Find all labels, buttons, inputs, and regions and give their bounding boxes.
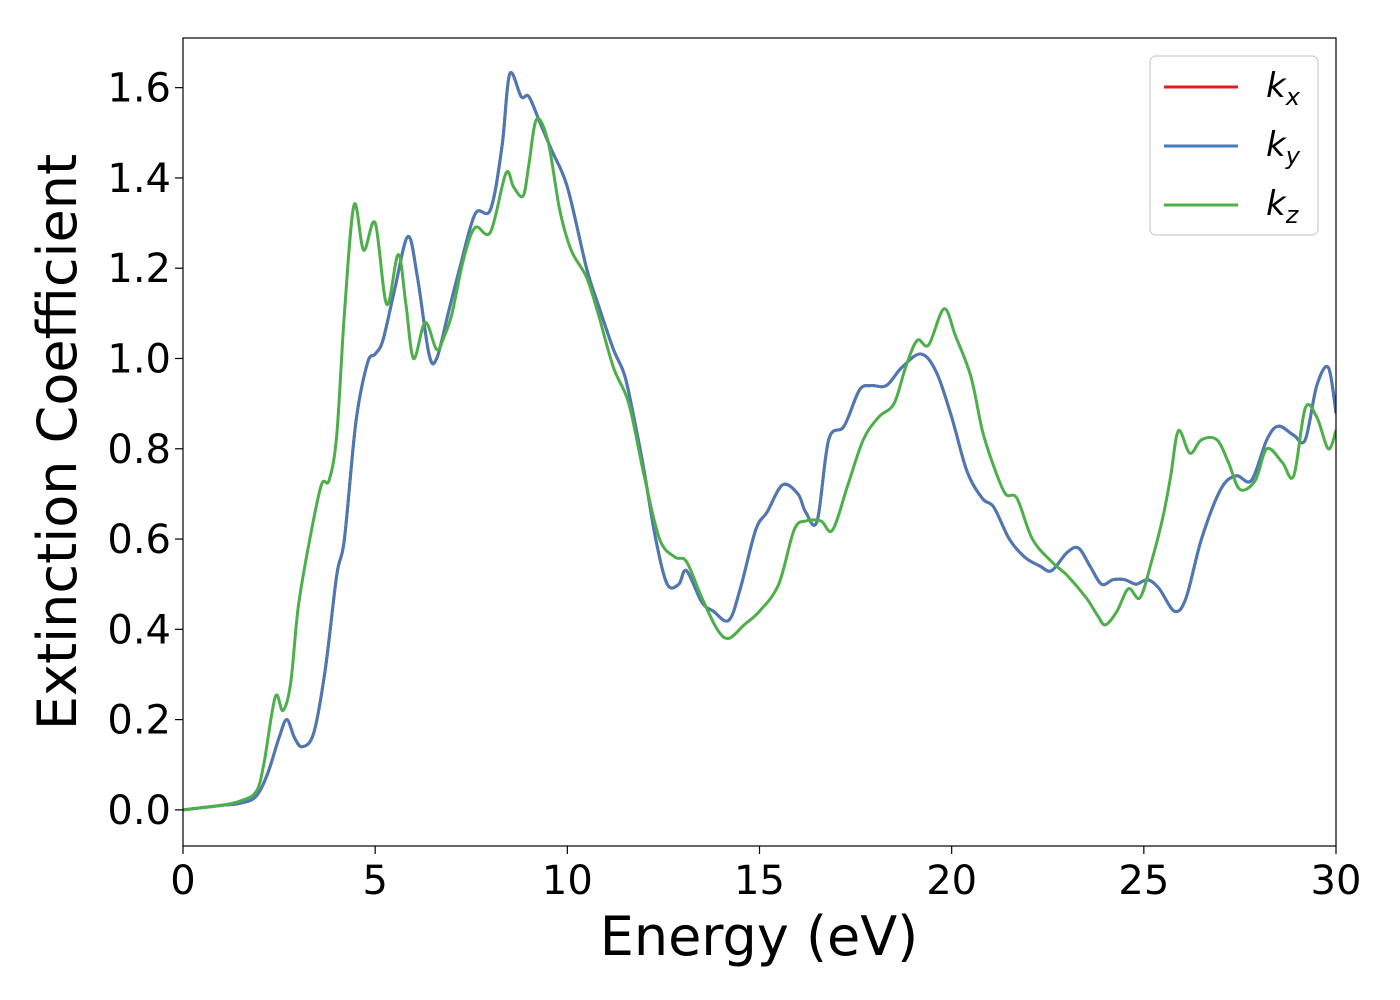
x-tick-label: 15 <box>734 858 785 904</box>
y-tick-label: 1.2 <box>107 246 171 292</box>
y-tick-label: 1.0 <box>107 336 171 382</box>
y-axis-title: Extinction Coefficient <box>26 154 89 730</box>
legend: kx ky kz <box>1149 55 1319 236</box>
series-layer <box>183 71 1336 812</box>
x-tick-label: 25 <box>1118 858 1169 904</box>
series-line-y <box>183 71 1336 812</box>
y-tick-label: 1.4 <box>107 156 171 202</box>
x-axis: 0 5 10 15 20 25 30 <box>170 846 1361 904</box>
y-tick-label: 0.8 <box>107 427 171 473</box>
legend-items: kx ky kz <box>1164 66 1301 229</box>
y-tick-label: 0.0 <box>107 788 171 834</box>
legend-label-y: ky <box>1266 125 1301 170</box>
x-tick-label: 20 <box>926 858 977 904</box>
y-tick-label: 0.2 <box>107 698 171 744</box>
x-tick-label: 0 <box>170 858 195 904</box>
y-tick-label: 0.4 <box>107 607 171 653</box>
y-tick-label: 0.6 <box>107 517 171 563</box>
series-line-z <box>183 117 1336 812</box>
x-tick-label: 30 <box>1311 858 1362 904</box>
y-axis: 0.0 0.2 0.4 0.6 0.8 1.0 1.2 1.4 1.6 <box>107 66 183 834</box>
x-tick-label: 10 <box>542 858 593 904</box>
legend-label-z: kz <box>1266 184 1300 229</box>
x-tick-label: 5 <box>362 858 387 904</box>
x-axis-title: Energy (eV) <box>600 905 919 968</box>
y-tick-label: 1.6 <box>107 66 171 112</box>
legend-label-x: kx <box>1266 66 1301 111</box>
